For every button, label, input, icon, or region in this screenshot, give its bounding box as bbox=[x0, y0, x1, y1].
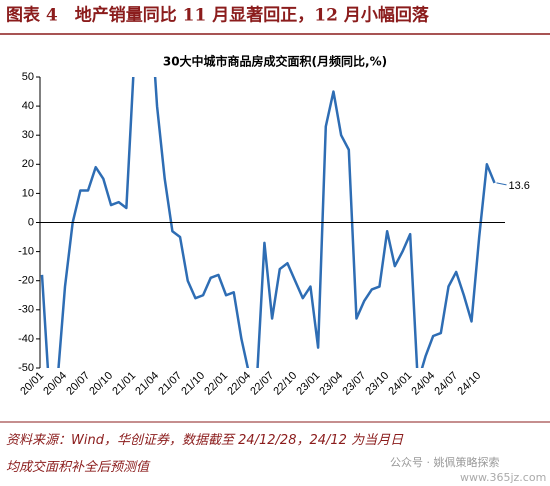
x-tick-label: 21/07 bbox=[156, 370, 184, 398]
x-tick-label: 23/07 bbox=[340, 370, 368, 398]
x-tick-label: 21/10 bbox=[179, 370, 207, 398]
watermark: 公众号 · 姚佩策略探索 bbox=[390, 455, 500, 469]
y-tick-label: -40 bbox=[18, 333, 34, 345]
source-note: 资料来源：Wind，华创证券，数据截至 24/12/28，24/12 为当月日均… bbox=[6, 433, 404, 475]
x-tick-label: 22/04 bbox=[225, 370, 253, 398]
x-tick-label: 22/07 bbox=[248, 370, 276, 398]
x-tick-label: 20/04 bbox=[41, 370, 69, 398]
x-tick-label: 24/04 bbox=[409, 370, 437, 398]
watermark: www.365jz.com bbox=[460, 471, 546, 484]
source-line: 均成交面积补全后预测值 bbox=[6, 459, 151, 475]
y-tick-label: -10 bbox=[18, 246, 34, 258]
y-tick-label: 10 bbox=[22, 187, 34, 199]
x-tick-label: 22/01 bbox=[202, 370, 230, 398]
y-tick-label: 0 bbox=[28, 216, 34, 228]
y-tick-label: -20 bbox=[18, 275, 34, 287]
data-label: 13.6 bbox=[509, 180, 530, 192]
x-tick-label: 23/01 bbox=[294, 370, 322, 398]
y-tick-label: 20 bbox=[22, 158, 34, 170]
chart-title: 30大中城市商品房成交面积(月频同比,%) bbox=[163, 54, 387, 69]
x-tick-label: 22/10 bbox=[271, 370, 299, 398]
y-tick-label: -50 bbox=[18, 362, 34, 374]
x-tick-label: 23/10 bbox=[363, 370, 391, 398]
x-tick-label: 23/04 bbox=[317, 370, 345, 398]
source-line: 资料来源：Wind，华创证券，数据截至 24/12/28，24/12 为当月日 bbox=[6, 433, 404, 448]
y-tick-label: 30 bbox=[22, 129, 34, 141]
y-tick-label: -30 bbox=[18, 304, 34, 316]
x-tick-label: 24/07 bbox=[432, 370, 460, 398]
y-tick-label: 50 bbox=[22, 71, 34, 83]
x-tick-label: 21/01 bbox=[110, 370, 138, 398]
x-tick-label: 24/01 bbox=[386, 370, 414, 398]
x-tick-label: 24/10 bbox=[455, 370, 483, 398]
data-line bbox=[40, 77, 496, 368]
x-tick-label: 21/04 bbox=[133, 370, 161, 398]
x-tick-label: 20/07 bbox=[64, 370, 92, 398]
label-leader bbox=[496, 182, 507, 186]
page-title: 图表 4 地产销量同比 11 月显著回正，12 月小幅回落 bbox=[6, 5, 430, 26]
x-tick-label: 20/10 bbox=[87, 370, 115, 398]
y-tick-label: 40 bbox=[22, 100, 34, 112]
